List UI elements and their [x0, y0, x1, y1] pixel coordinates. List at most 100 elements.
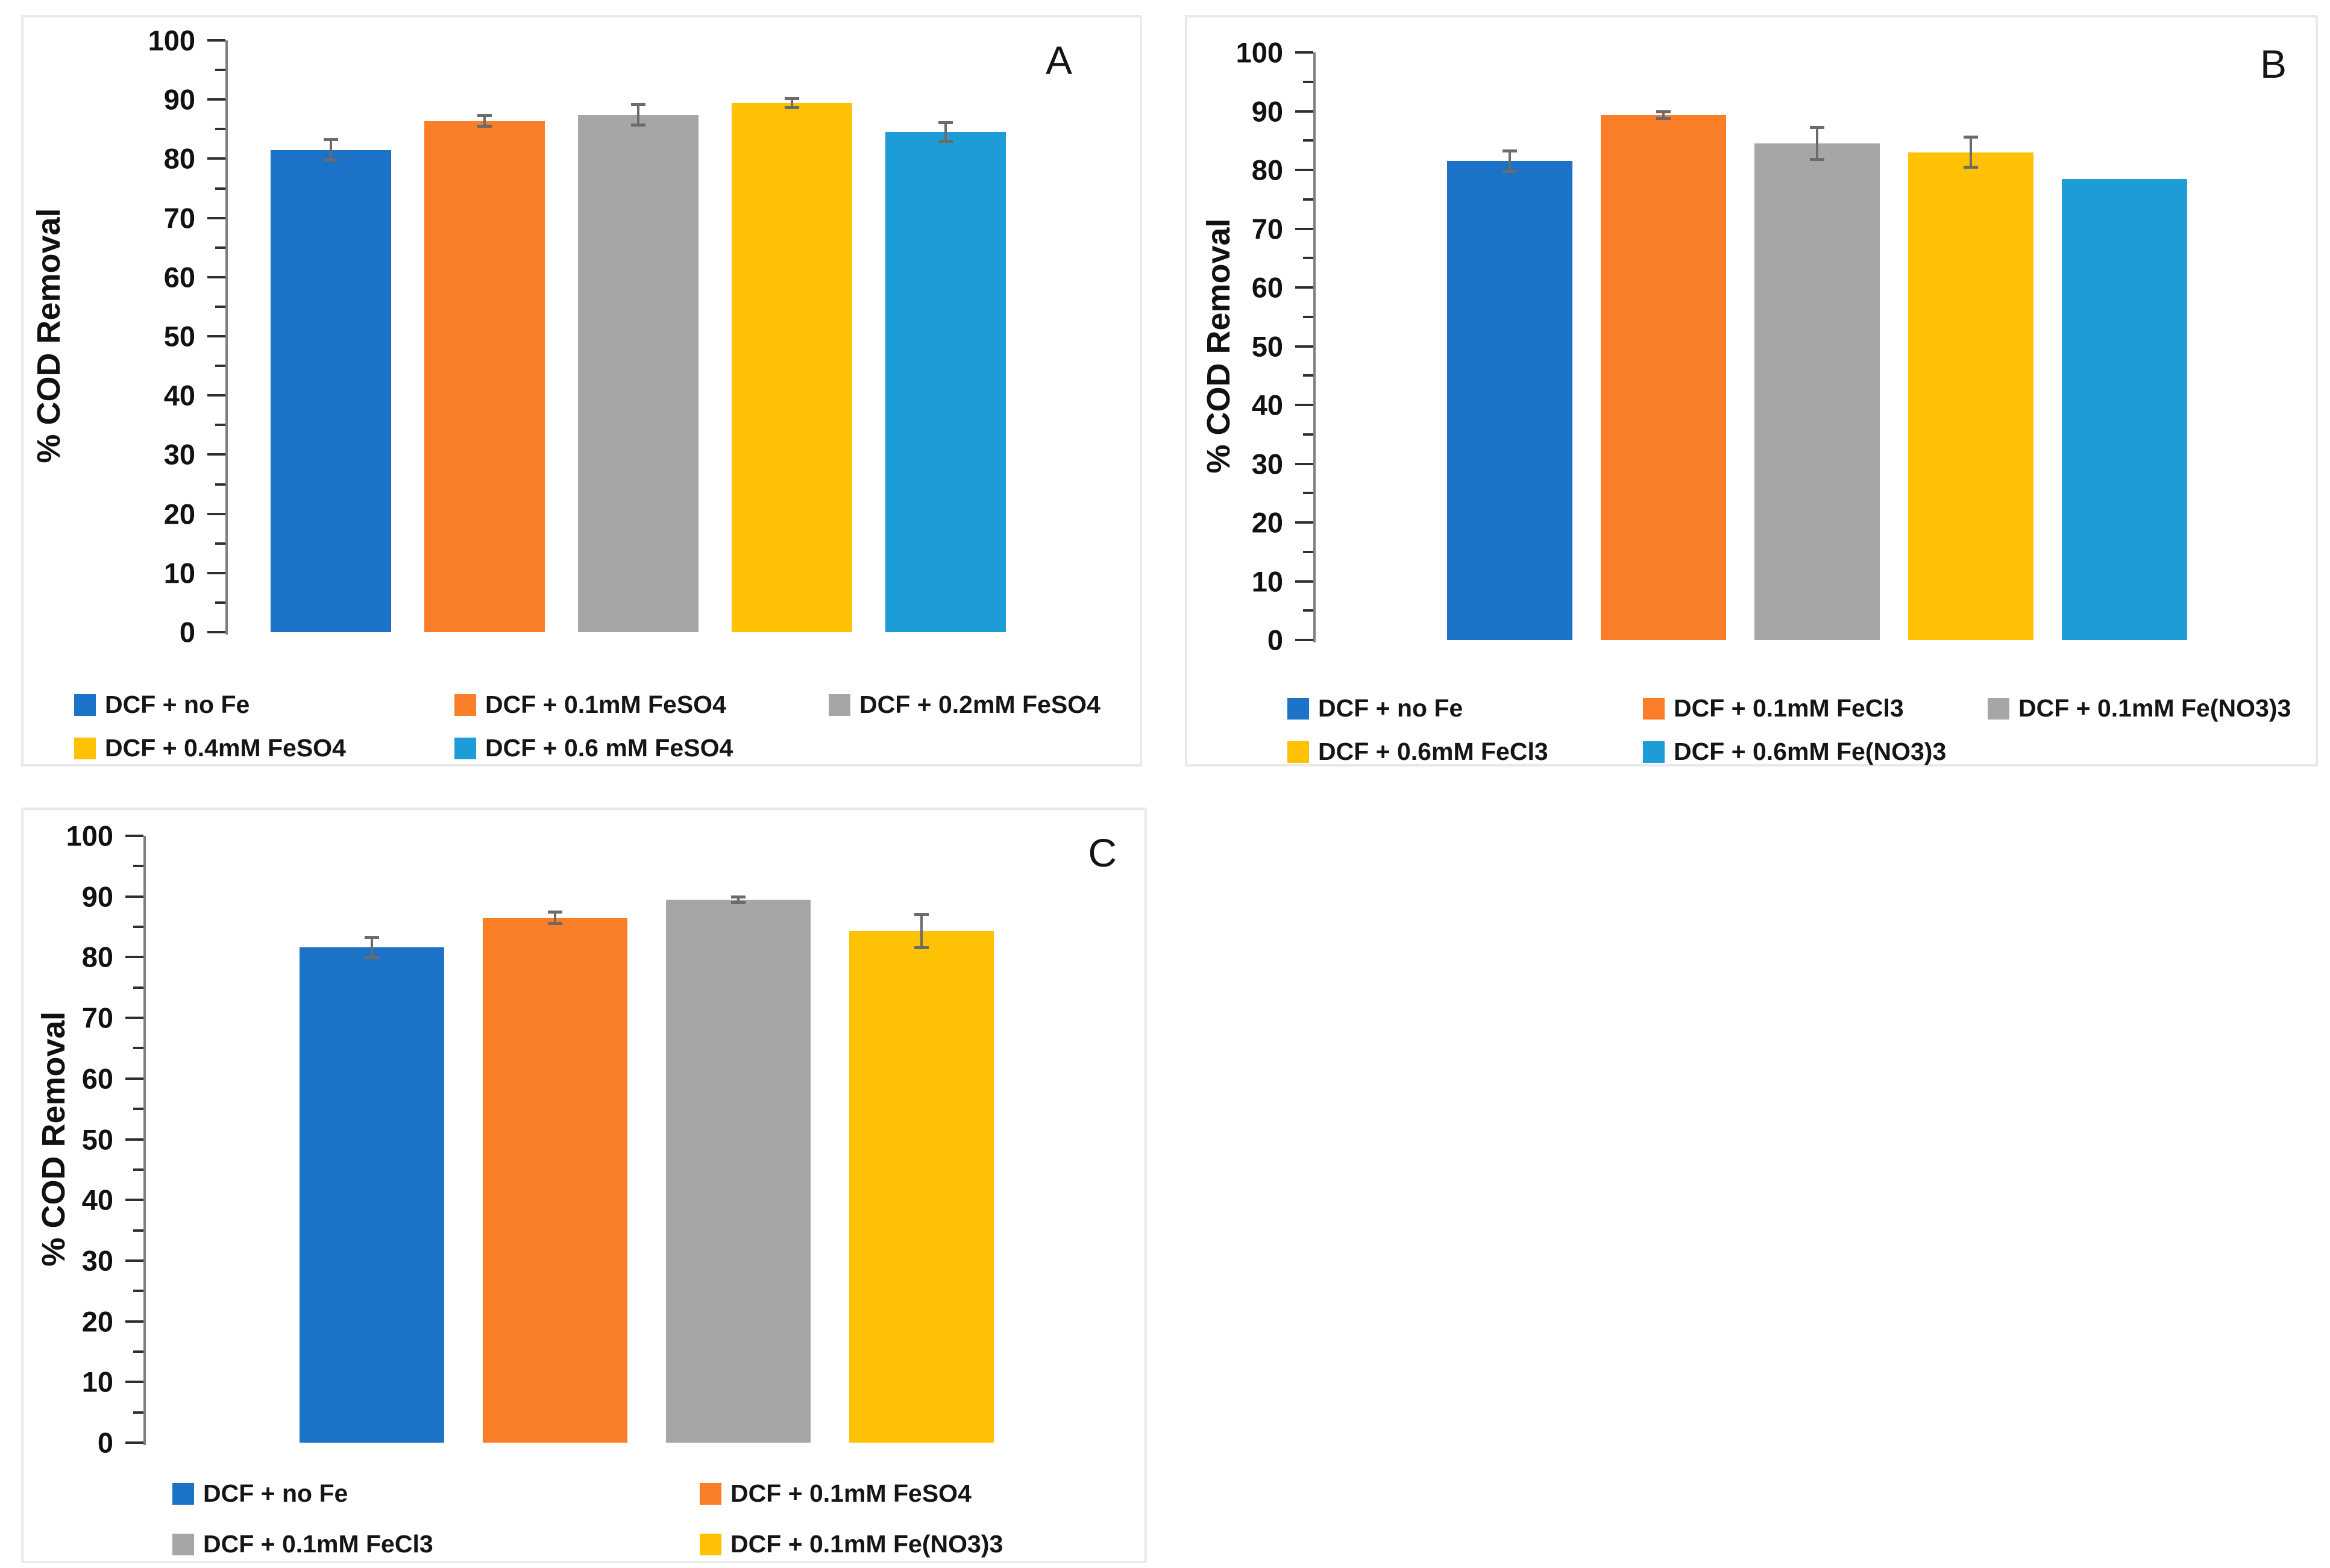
legend-swatch-icon	[172, 1533, 194, 1555]
error-bar	[629, 103, 647, 127]
y-major-tick	[207, 453, 225, 456]
legend-swatch-icon	[172, 1482, 194, 1505]
y-tick-label: 30	[163, 438, 195, 471]
y-major-tick	[1295, 110, 1313, 113]
y-tick-label: 70	[81, 1002, 113, 1034]
y-major-tick	[207, 394, 225, 397]
y-minor-tick	[133, 1229, 143, 1232]
bar-b-5	[2062, 178, 2187, 640]
bar-a-1	[271, 149, 391, 632]
error-bar-cap-bottom	[938, 139, 953, 143]
error-bar-cap-top	[477, 113, 492, 117]
error-bar-line	[554, 911, 556, 924]
legend-label: DCF + no Fe	[105, 691, 250, 718]
legend-item: DCF + no Fe	[172, 1481, 348, 1506]
y-major-tick	[125, 1320, 143, 1323]
error-bar-line	[637, 104, 639, 126]
error-bar-line	[920, 914, 923, 949]
y-minor-tick	[1303, 374, 1313, 377]
y-major-tick	[207, 571, 225, 574]
y-axis-line	[1313, 52, 1316, 642]
y-minor-tick	[215, 246, 225, 249]
error-bar-cap-bottom	[1964, 166, 1978, 169]
y-major-tick	[1295, 286, 1313, 289]
legend-item: DCF + 0.1mM FeCl3	[1643, 696, 1904, 721]
y-major-tick	[207, 275, 225, 278]
error-bar-cap-bottom	[1503, 169, 1517, 173]
error-bar-cap-top	[1656, 110, 1671, 114]
y-axis-line	[143, 836, 146, 1445]
y-tick-label: 10	[163, 557, 195, 589]
y-major-tick	[1295, 639, 1313, 641]
legend-label: DCF + 0.1mM FeCl3	[203, 1530, 433, 1558]
y-minor-tick	[215, 128, 225, 131]
legend-label: DCF + 0.1mM FeSO4	[730, 1479, 972, 1507]
y-major-tick	[1295, 462, 1313, 465]
legend-item: DCF + 0.1mM Fe(NO3)3	[700, 1532, 1003, 1557]
y-minor-tick	[133, 926, 143, 929]
y-tick-label: 10	[1251, 565, 1283, 597]
y-tick-label: 30	[81, 1244, 113, 1277]
y-minor-tick	[215, 69, 225, 72]
y-major-tick	[125, 1441, 143, 1444]
y-major-tick	[125, 1199, 143, 1202]
error-bar-cap-top	[914, 912, 929, 916]
y-minor-tick	[1303, 492, 1313, 495]
error-bar-cap-top	[1964, 136, 1978, 139]
legend-swatch-icon	[1988, 697, 2009, 720]
bar-c-3	[666, 899, 811, 1443]
y-major-tick	[1295, 227, 1313, 230]
legend-label: DCF + 0.6mM Fe(NO3)3	[1674, 738, 1947, 765]
y-minor-tick	[215, 305, 225, 308]
y-major-tick	[207, 98, 225, 101]
y-major-tick	[207, 631, 225, 633]
y-major-tick	[207, 512, 225, 515]
y-major-tick	[1295, 51, 1313, 54]
y-tick-label: 60	[1251, 271, 1283, 304]
error-bar-cap-top	[365, 936, 379, 939]
y-tick-label: 50	[1251, 330, 1283, 362]
legend-swatch-icon	[1287, 741, 1309, 763]
y-major-tick	[1295, 521, 1313, 524]
y-minor-tick	[133, 1350, 143, 1353]
y-tick-label: 90	[81, 880, 113, 913]
legend-swatch-icon	[700, 1533, 721, 1555]
y-minor-tick	[133, 1290, 143, 1293]
y-minor-tick	[1303, 257, 1313, 260]
legend-item: DCF + 0.4mM FeSO4	[74, 736, 346, 760]
legend-label: DCF + 0.6mM FeCl3	[1318, 738, 1548, 765]
error-bar	[783, 97, 801, 109]
y-minor-tick	[133, 986, 143, 989]
legend-item: DCF + 0.1mM FeCl3	[172, 1532, 433, 1557]
error-bar	[729, 895, 747, 904]
legend-swatch-icon	[454, 737, 476, 759]
y-tick-label: 40	[163, 379, 195, 412]
legend-swatch-icon	[829, 694, 850, 716]
y-tick-label: 70	[1251, 213, 1283, 245]
y-major-tick	[125, 835, 143, 837]
legend-item: DCF + no Fe	[1287, 696, 1463, 721]
error-bar-line	[330, 139, 332, 161]
y-tick-label: 60	[81, 1062, 113, 1095]
y-major-tick	[125, 1259, 143, 1262]
legend-swatch-icon	[74, 737, 96, 759]
y-minor-tick	[215, 483, 225, 486]
legend-label: DCF + 0.1mM Fe(NO3)3	[2018, 694, 2291, 722]
y-major-tick	[125, 1077, 143, 1080]
error-bar-cap-bottom	[1656, 117, 1671, 121]
y-tick-label: 40	[81, 1184, 113, 1216]
legend-item: DCF + 0.1mM Fe(NO3)3	[1988, 696, 2291, 721]
error-bar	[363, 936, 381, 959]
panel-label-b: B	[2259, 42, 2287, 86]
y-tick-label: 80	[81, 941, 113, 973]
error-bar	[1654, 110, 1672, 121]
y-minor-tick	[215, 542, 225, 545]
legend-label: DCF + 0.6 mM FeSO4	[485, 734, 733, 762]
y-major-tick	[125, 895, 143, 898]
y-tick-label: 0	[97, 1426, 113, 1459]
y-minor-tick	[133, 865, 143, 868]
error-bar-cap-bottom	[731, 900, 746, 904]
y-tick-label: 50	[163, 320, 195, 353]
y-minor-tick	[1303, 433, 1313, 436]
bar-c-2	[483, 917, 627, 1443]
